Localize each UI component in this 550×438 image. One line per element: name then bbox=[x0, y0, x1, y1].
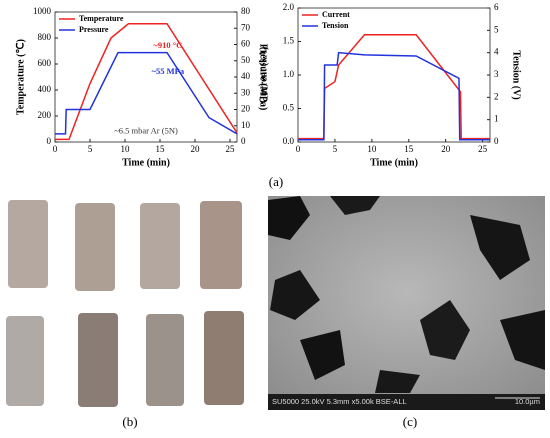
sample bbox=[8, 200, 48, 288]
y2-tick-label: 5 bbox=[494, 24, 499, 34]
sample bbox=[200, 201, 242, 289]
y2-axis-label: Pressure (MPa) bbox=[258, 44, 269, 111]
x-tick-label: 0 bbox=[296, 144, 301, 154]
sample bbox=[78, 313, 118, 407]
y-tick-label: 1.5 bbox=[283, 36, 295, 46]
x-axis-label: Time (min) bbox=[370, 157, 418, 168]
annotation: ~6.5 mbar Ar (5N) bbox=[114, 126, 178, 136]
y2-tick-label: 0 bbox=[241, 136, 246, 146]
annotation: ~55 MPa bbox=[152, 66, 185, 76]
legend-label: Current bbox=[322, 10, 350, 19]
y-tick-label: 0 bbox=[47, 136, 52, 146]
y2-axis-label: Tension (V) bbox=[511, 50, 522, 99]
pore bbox=[500, 310, 545, 370]
y-axis-label: Temperature (℃) bbox=[15, 39, 26, 115]
y-tick-label: 1000 bbox=[33, 6, 52, 16]
y-tick-label: 400 bbox=[38, 84, 52, 94]
y-axis-label: Current (kA) bbox=[258, 47, 269, 104]
series-line bbox=[298, 34, 490, 140]
y2-tick-label: 70 bbox=[241, 22, 251, 32]
sample bbox=[140, 203, 180, 289]
legend-label: Temperature bbox=[79, 14, 124, 23]
y2-tick-label: 10 bbox=[241, 120, 251, 130]
panel-label: (b) bbox=[122, 414, 137, 429]
x-tick-label: 20 bbox=[191, 144, 201, 154]
annotation: ~910 °C bbox=[153, 40, 182, 50]
pore bbox=[268, 196, 310, 240]
sample-photos bbox=[6, 200, 244, 407]
pore bbox=[270, 270, 320, 320]
panel-label: (c) bbox=[403, 414, 417, 429]
sem-info: SU5000 25.0kV 5.3mm x5.00k BSE-ALL bbox=[272, 397, 407, 406]
sample bbox=[146, 314, 184, 406]
sem-image: SU5000 25.0kV 5.3mm x5.00k BSE-ALL 10.0µ… bbox=[268, 196, 545, 410]
y-tick-label: 800 bbox=[38, 32, 52, 42]
series-line bbox=[55, 22, 238, 141]
sem-info-bar bbox=[268, 394, 545, 410]
panel-label: (a) bbox=[269, 174, 283, 189]
y2-tick-label: 80 bbox=[241, 6, 251, 16]
y2-tick-label: 4 bbox=[494, 47, 499, 57]
series-line bbox=[298, 51, 490, 141]
sample bbox=[6, 316, 44, 406]
legend-label: Pressure bbox=[79, 25, 109, 34]
sample bbox=[204, 311, 244, 405]
pore bbox=[330, 196, 380, 215]
y2-tick-label: 40 bbox=[241, 71, 251, 81]
y2-tick-label: 50 bbox=[241, 55, 251, 65]
y2-tick-label: 1 bbox=[494, 114, 499, 124]
pore bbox=[375, 370, 420, 393]
y-tick-label: 2.0 bbox=[283, 2, 295, 12]
x-tick-label: 5 bbox=[333, 144, 338, 154]
x-tick-label: 5 bbox=[88, 144, 93, 154]
y-tick-label: 0.5 bbox=[283, 103, 295, 113]
x-tick-label: 10 bbox=[367, 144, 377, 154]
x-tick-label: 15 bbox=[156, 144, 166, 154]
sem-scale: 10.0µm bbox=[515, 397, 540, 406]
x-tick-label: 25 bbox=[478, 144, 488, 154]
y2-tick-label: 60 bbox=[241, 39, 251, 49]
x-tick-label: 10 bbox=[121, 144, 131, 154]
x-tick-label: 25 bbox=[226, 144, 236, 154]
series-line bbox=[55, 51, 238, 135]
y2-tick-label: 20 bbox=[241, 104, 251, 114]
pore bbox=[470, 215, 530, 280]
sample bbox=[75, 203, 115, 291]
pore bbox=[420, 300, 470, 360]
y2-tick-label: 2 bbox=[494, 91, 499, 101]
x-tick-label: 0 bbox=[53, 144, 58, 154]
x-axis-label: Time (min) bbox=[122, 157, 170, 168]
x-tick-label: 15 bbox=[404, 144, 414, 154]
y2-tick-label: 3 bbox=[494, 69, 499, 79]
y2-tick-label: 30 bbox=[241, 87, 251, 97]
y-tick-label: 0.0 bbox=[283, 136, 295, 146]
y2-tick-label: 6 bbox=[494, 2, 499, 12]
y-tick-label: 1.0 bbox=[283, 69, 295, 79]
legend-label: Tension bbox=[322, 21, 349, 30]
y-tick-label: 200 bbox=[38, 110, 52, 120]
y2-tick-label: 0 bbox=[494, 136, 499, 146]
y-tick-label: 600 bbox=[38, 58, 52, 68]
pore bbox=[300, 330, 345, 380]
x-tick-label: 20 bbox=[441, 144, 451, 154]
